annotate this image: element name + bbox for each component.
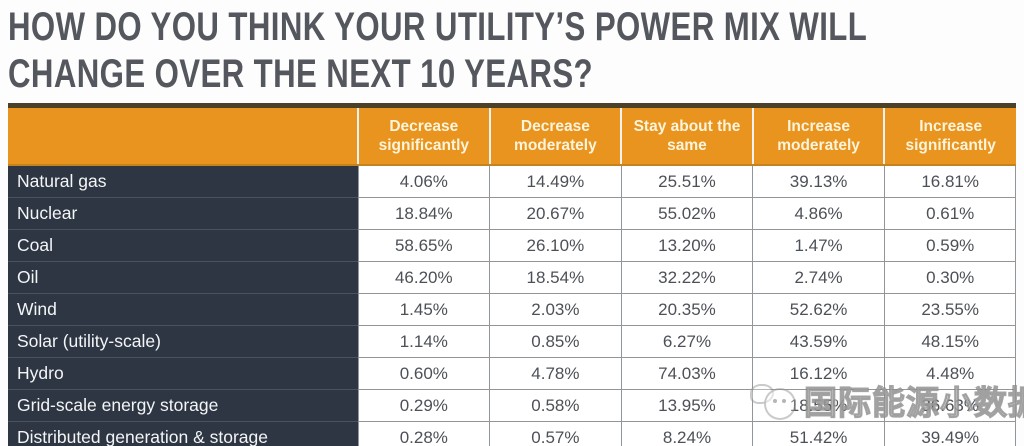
value-cell: 20.35% (620, 293, 754, 326)
row-label: Wind (8, 293, 358, 326)
column-header: Stay about the same (620, 108, 753, 166)
value-cell: 18.54% (489, 261, 622, 294)
value-cell: 18.55% (752, 389, 885, 422)
row-label: Nuclear (8, 197, 358, 230)
value-cell: 13.20% (620, 229, 754, 262)
value-cell: 14.49% (489, 164, 622, 198)
value-cell: 1.47% (752, 229, 885, 262)
table-row: Natural gas 4.06% 14.49% 25.51% 39.13% 16.81% (8, 164, 1017, 198)
value-cell: 0.85% (489, 325, 622, 358)
table-row: Grid-scale energy storage 0.29% 0.58% 13.95… (8, 389, 1017, 422)
value-cell: 1.45% (357, 293, 491, 326)
column-header: Decrease significantly (357, 108, 490, 166)
table-row: Nuclear 18.84% 20.67% 55.02% 4.86% 0.61% (8, 197, 1017, 230)
survey-table-container: Decrease significantly Decrease moderatel… (8, 103, 1017, 446)
value-cell: 0.59% (883, 229, 1017, 262)
value-cell: 4.78% (489, 357, 622, 390)
table-row: Oil 46.20% 18.54% 32.22% 2.74% 0.30% (8, 261, 1017, 294)
row-label: Solar (utility-scale) (8, 325, 358, 358)
value-cell: 16.81% (883, 164, 1017, 198)
table-row: Distributed generation & storage 0.28% 0.5… (8, 421, 1017, 446)
page-title-line1: HOW DO YOU THINK YOUR UTILITY’S POWER MI… (8, 5, 868, 49)
value-cell: 20.67% (489, 197, 622, 230)
value-cell: 58.65% (357, 229, 491, 262)
value-cell: 0.61% (883, 197, 1017, 230)
header-row: Decrease significantly Decrease moderatel… (8, 108, 1016, 166)
value-cell: 4.06% (357, 164, 491, 198)
value-cell: 48.15% (883, 325, 1017, 358)
value-cell: 2.74% (752, 261, 885, 294)
table-row: Wind 1.45% 2.03% 20.35% 52.62% 23.55% (8, 293, 1017, 326)
value-cell: 6.27% (620, 325, 754, 358)
value-cell: 46.20% (357, 261, 491, 294)
value-cell: 4.86% (752, 197, 885, 230)
value-cell: 4.48% (883, 357, 1017, 390)
value-cell: 1.14% (357, 325, 491, 358)
value-cell: 0.29% (357, 389, 491, 422)
survey-table: Decrease significantly Decrease moderatel… (8, 108, 1017, 446)
value-cell: 39.49% (883, 421, 1017, 446)
row-label: Distributed generation & storage (8, 421, 358, 446)
value-cell: 16.12% (752, 357, 885, 390)
value-cell: 0.30% (883, 261, 1017, 294)
row-label: Coal (8, 229, 358, 262)
value-cell: 8.24% (620, 421, 754, 446)
page-title: HOW DO YOU THINK YOUR UTILITY’S POWER MI… (8, 4, 867, 98)
value-cell: 39.13% (752, 164, 885, 198)
survey-table-body: Natural gas 4.06% 14.49% 25.51% 39.13% 16.81%… (8, 164, 1017, 446)
value-cell: 0.28% (357, 421, 491, 446)
value-cell: 23.55% (883, 293, 1017, 326)
table-row: Coal 58.65% 26.10% 13.20% 1.47% 0.59% (8, 229, 1017, 262)
value-cell: 52.62% (752, 293, 885, 326)
column-header: Decrease moderately (488, 108, 622, 166)
value-cell: 0.60% (357, 357, 491, 390)
value-cell: 26.10% (489, 229, 622, 262)
value-cell: 18.84% (357, 197, 491, 230)
row-label: Hydro (8, 357, 358, 390)
value-cell: 0.57% (489, 421, 622, 446)
value-cell: 43.59% (752, 325, 885, 358)
table-top-bar (8, 103, 1016, 108)
row-label: Natural gas (8, 165, 358, 198)
value-cell: 13.95% (620, 389, 754, 422)
value-cell: 32.22% (620, 261, 754, 294)
value-cell: 74.03% (620, 357, 754, 390)
page-title-line2: CHANGE OVER THE NEXT 10 YEARS? (8, 52, 593, 96)
row-label: Oil (8, 261, 358, 294)
row-label: Grid-scale energy storage (8, 389, 358, 422)
column-header: Increase moderately (751, 108, 885, 166)
value-cell: 25.51% (620, 164, 754, 198)
table-row: Solar (utility-scale) 1.14% 0.85% 6.27% 43.5… (8, 325, 1017, 358)
corner-cell (8, 108, 358, 166)
value-cell: 2.03% (489, 293, 622, 326)
value-cell: 36.63% (883, 389, 1017, 422)
table-row: Hydro 0.60% 4.78% 74.03% 16.12% 4.48% (8, 357, 1017, 390)
value-cell: 51.42% (752, 421, 885, 446)
value-cell: 0.58% (489, 389, 622, 422)
value-cell: 55.02% (620, 197, 754, 230)
column-header: Increase significantly (883, 108, 1016, 166)
